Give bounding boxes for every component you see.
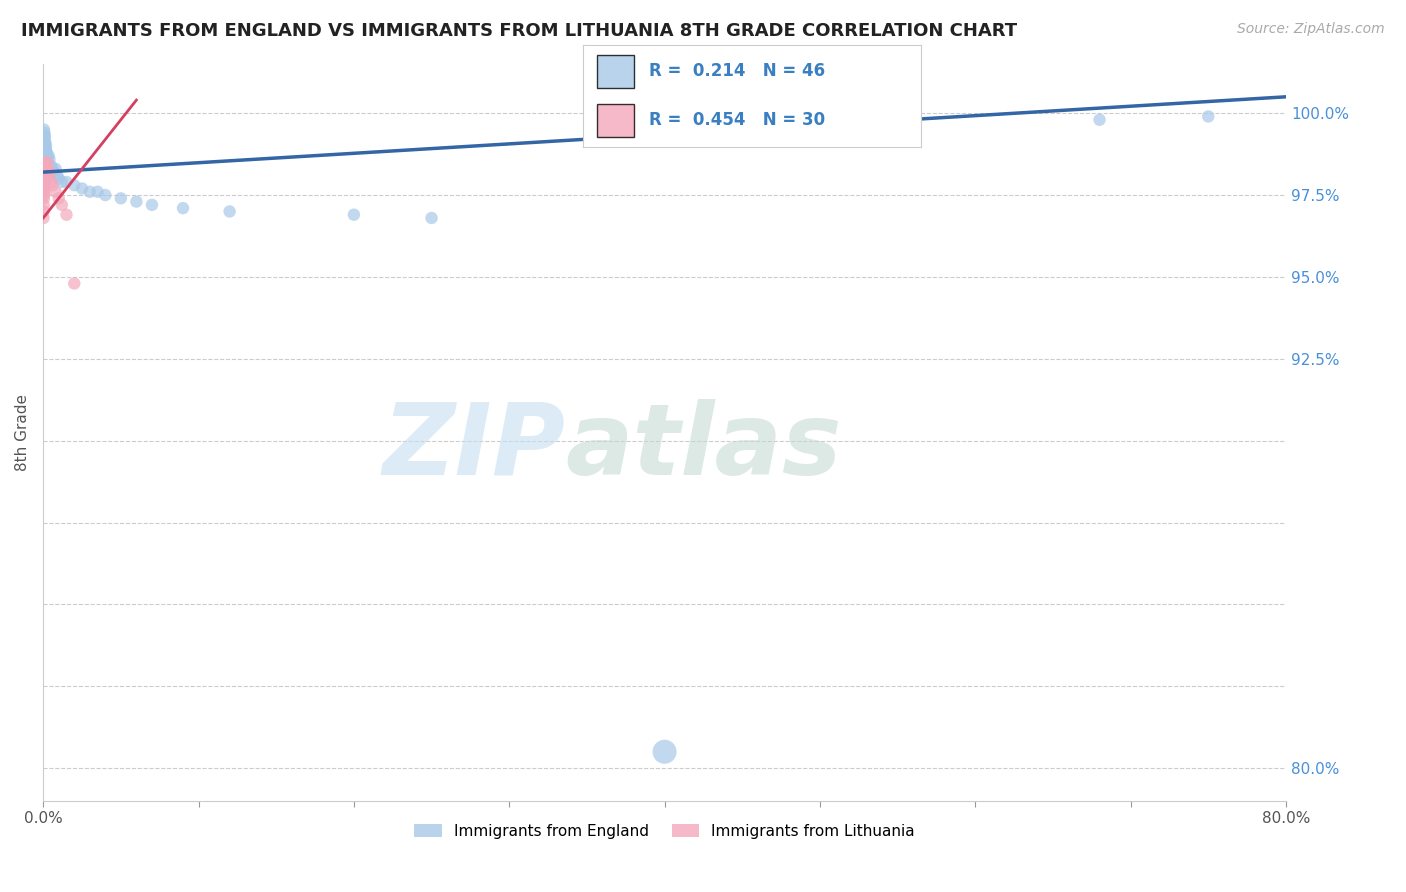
Point: [86, 185, 108, 199]
Point: [35, 161, 58, 176]
Point: [34, 165, 56, 179]
Point: [63, 178, 86, 193]
Point: [34, 145, 56, 160]
Point: [94, 188, 117, 202]
Point: [35, 149, 58, 163]
Point: [343, 208, 366, 222]
Point: [34, 175, 56, 189]
Point: [79, 185, 101, 199]
Point: [32, 211, 55, 225]
Point: [51, 175, 73, 189]
Point: [45, 185, 67, 199]
Point: [141, 198, 163, 212]
Point: [34, 126, 56, 140]
Point: [34, 178, 56, 193]
Point: [32, 185, 55, 199]
Point: [38, 165, 60, 179]
Point: [420, 211, 443, 225]
Point: [35, 159, 58, 173]
Point: [38, 169, 60, 183]
Text: IMMIGRANTS FROM ENGLAND VS IMMIGRANTS FROM LITHUANIA 8TH GRADE CORRELATION CHART: IMMIGRANTS FROM ENGLAND VS IMMIGRANTS FR…: [21, 22, 1017, 40]
Point: [35, 149, 58, 163]
Point: [32, 129, 55, 144]
Point: [37, 155, 59, 169]
Point: [55, 208, 77, 222]
Y-axis label: 8th Grade: 8th Grade: [15, 394, 30, 471]
Point: [34, 139, 56, 153]
Text: Source: ZipAtlas.com: Source: ZipAtlas.com: [1237, 22, 1385, 37]
Point: [35, 145, 58, 160]
Point: [34, 161, 56, 176]
Point: [70, 181, 93, 195]
Point: [46, 169, 69, 183]
Point: [34, 165, 56, 179]
Point: [48, 171, 70, 186]
Point: [172, 201, 194, 215]
Point: [35, 155, 58, 169]
Point: [35, 152, 58, 166]
Point: [63, 277, 86, 291]
Point: [32, 122, 55, 136]
Point: [34, 171, 56, 186]
FancyBboxPatch shape: [598, 104, 634, 137]
Point: [34, 136, 56, 150]
Point: [35, 159, 58, 173]
Point: [32, 198, 55, 212]
Point: [35, 145, 58, 160]
Point: [41, 178, 63, 193]
Point: [125, 194, 148, 209]
Point: [34, 149, 56, 163]
Point: [39, 175, 62, 189]
Point: [48, 191, 70, 205]
Text: R =  0.454   N = 30: R = 0.454 N = 30: [650, 111, 825, 129]
Point: [1197, 110, 1219, 124]
Point: [110, 191, 132, 205]
Text: ZIP: ZIP: [382, 399, 565, 496]
Point: [51, 198, 73, 212]
Point: [34, 132, 56, 146]
Point: [35, 155, 58, 169]
Point: [35, 139, 58, 153]
Point: [32, 188, 55, 202]
Point: [39, 159, 62, 173]
Point: [35, 152, 58, 166]
Point: [654, 745, 676, 759]
Point: [35, 142, 58, 156]
Point: [42, 165, 65, 179]
Point: [38, 152, 60, 166]
Point: [55, 175, 77, 189]
Point: [35, 155, 58, 169]
Text: atlas: atlas: [565, 399, 842, 496]
Point: [34, 181, 56, 195]
Point: [32, 191, 55, 205]
Text: R =  0.214   N = 46: R = 0.214 N = 46: [650, 62, 825, 79]
Point: [34, 142, 56, 156]
Point: [41, 161, 63, 176]
Point: [32, 204, 55, 219]
Point: [45, 161, 67, 176]
Legend: Immigrants from England, Immigrants from Lithuania: Immigrants from England, Immigrants from…: [408, 818, 921, 845]
Point: [1088, 112, 1111, 127]
Point: [38, 149, 60, 163]
Point: [34, 159, 56, 173]
FancyBboxPatch shape: [598, 55, 634, 87]
Point: [34, 136, 56, 150]
Point: [218, 204, 240, 219]
Point: [34, 129, 56, 144]
Point: [34, 169, 56, 183]
Point: [37, 161, 59, 176]
